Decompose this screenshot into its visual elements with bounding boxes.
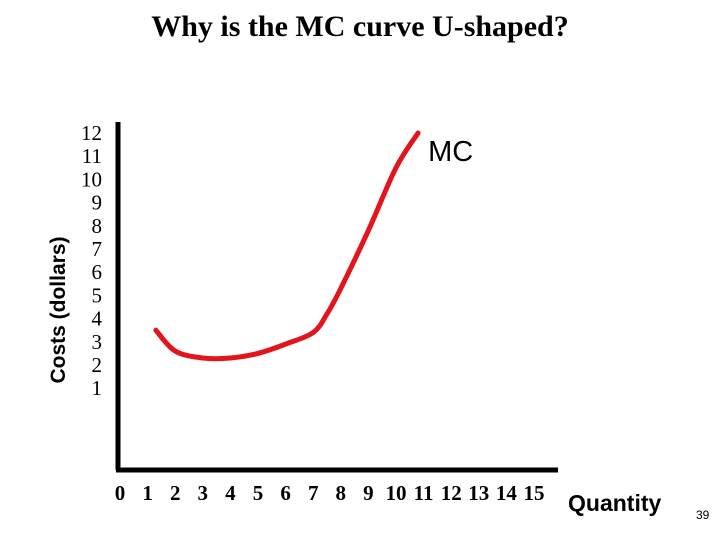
mc-curve-line (153, 130, 421, 362)
y-tick-label: 3 (92, 330, 103, 354)
y-tick-label: 10 (81, 167, 102, 191)
y-tick-label: 12 (81, 121, 102, 145)
y-tick-label: 11 (82, 144, 102, 168)
x-tick-labels: 0 1 2 3 4 5 6 7 8 9 10 11 12 13 14 15 (115, 481, 545, 505)
chart-title: Why is the MC curve U-shaped? (151, 10, 569, 43)
x-tick-label: 15 (524, 481, 545, 505)
page-number: 39 (696, 508, 710, 522)
y-tick-label: 4 (92, 307, 103, 331)
y-tick-label: 6 (92, 260, 103, 284)
y-tick-label: 2 (92, 353, 103, 377)
series-group: MC (153, 130, 473, 362)
y-tick-label: 7 (92, 237, 103, 261)
mc-curve-label: MC (428, 136, 473, 168)
x-tick-label: 8 (336, 481, 347, 505)
x-tick-label: 0 (115, 481, 126, 505)
x-axis-label: Quantity (568, 490, 662, 516)
x-tick-label: 3 (198, 481, 209, 505)
y-tick-label: 5 (92, 283, 103, 307)
x-tick-label: 11 (414, 481, 434, 505)
y-tick-label: 1 (92, 376, 103, 400)
y-tick-label: 8 (92, 214, 103, 238)
x-tick-label: 1 (142, 481, 153, 505)
x-tick-label: 10 (386, 481, 407, 505)
x-tick-label: 7 (308, 481, 319, 505)
x-tick-label: 14 (496, 481, 518, 505)
x-tick-label: 12 (441, 481, 462, 505)
y-tick-label: 9 (92, 191, 103, 215)
x-tick-label: 9 (363, 481, 374, 505)
x-tick-label: 13 (468, 481, 489, 505)
x-tick-label: 5 (253, 481, 264, 505)
x-tick-label: 6 (280, 481, 291, 505)
x-tick-label: 4 (225, 481, 236, 505)
x-tick-label: 2 (170, 481, 181, 505)
